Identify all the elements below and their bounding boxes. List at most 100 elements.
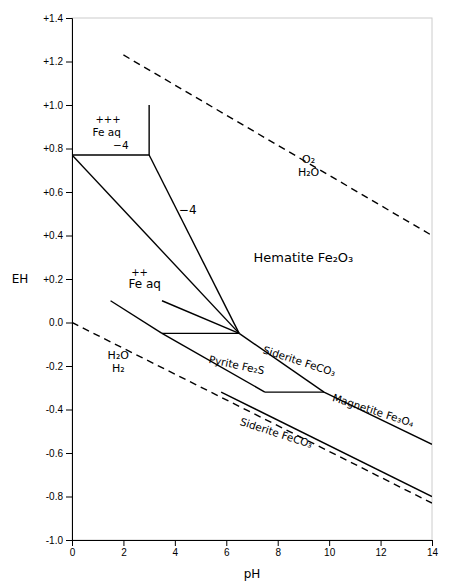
- y-tick: +0.2: [43, 274, 72, 285]
- boundary-line: [324, 392, 432, 444]
- annotation: O₂H₂O: [298, 153, 320, 179]
- y-tick-mark: [66, 62, 72, 63]
- x-tick: 4: [173, 540, 179, 558]
- boundary-line: [162, 301, 239, 334]
- annotation-line: −4: [113, 139, 129, 151]
- y-tick: -0.8: [46, 491, 72, 502]
- x-tick-label: 0: [70, 547, 76, 558]
- annotation-line: Siderite FeCO₃: [239, 415, 315, 450]
- y-tick-mark: [66, 453, 72, 454]
- y-tick-label: -0.6: [46, 448, 64, 459]
- x-tick-mark: [381, 540, 382, 546]
- annotation: −4: [113, 139, 129, 151]
- x-tick: 8: [275, 540, 281, 558]
- x-tick-mark: [175, 540, 176, 546]
- annotation: H₂OH₂: [108, 349, 130, 375]
- y-tick-label: +1.0: [43, 100, 63, 111]
- boundary-line: [72, 154, 149, 155]
- y-tick-mark: [66, 236, 72, 237]
- annotation: +++: [95, 114, 120, 125]
- y-tick-label: +0.2: [43, 274, 63, 285]
- water-line: [123, 55, 432, 236]
- y-tick: -0.4: [46, 404, 72, 415]
- y-tick-label: -1.0: [46, 535, 64, 546]
- annotation-line: Magnetite Fe₃O₄: [331, 391, 415, 429]
- y-tick-label: +1.2: [43, 56, 63, 67]
- boundary-line: [221, 392, 432, 496]
- y-tick-label: 0.0: [49, 317, 63, 328]
- x-tick: 10: [324, 540, 336, 558]
- annotation-line: O₂: [302, 153, 315, 166]
- y-axis-title: EH: [12, 272, 29, 286]
- annotation: Pyrite Fe₂S: [208, 353, 266, 377]
- y-tick: -1.0: [46, 535, 72, 546]
- boundary-line: [149, 155, 239, 333]
- y-tick-label: +0.6: [43, 187, 63, 198]
- annotation-line: −4: [179, 203, 197, 217]
- y-tick-mark: [66, 192, 72, 193]
- x-tick-label: 8: [275, 547, 281, 558]
- boundary-line: [111, 301, 162, 334]
- y-tick: -0.2: [46, 361, 72, 372]
- annotation-line: Hematite Fe₂O₃: [254, 250, 354, 265]
- x-axis: 0 2 4 6 8 10 12 14: [70, 540, 439, 558]
- y-axis: -1.0 -0.8 -0.6 -0.4 -0.2 0.0 +0.2 +0.4 +0.6 +0.8 +…: [43, 13, 72, 546]
- annotation-line: Siderite FeCO₃: [262, 343, 338, 378]
- annotation-line: H₂: [112, 362, 125, 375]
- y-tick: -0.6: [46, 448, 72, 459]
- y-tick: +0.4: [43, 230, 72, 241]
- y-tick: +1.0: [43, 100, 72, 111]
- annotation-line: H₂O: [108, 349, 130, 362]
- annotation: Siderite FeCO₃: [262, 343, 338, 378]
- annotation-line: Pyrite Fe₂S: [208, 353, 266, 377]
- annotation-line: Fe aq: [93, 126, 121, 138]
- y-tick: +0.6: [43, 187, 72, 198]
- y-tick: +1.2: [43, 56, 72, 67]
- y-tick-mark: [66, 410, 72, 411]
- x-tick-label: 6: [224, 547, 230, 558]
- x-tick-mark: [329, 540, 330, 546]
- x-tick-label: 2: [121, 547, 127, 558]
- annotation: Fe aq: [129, 277, 161, 291]
- annotation-line: H₂O: [298, 166, 320, 179]
- y-tick-mark: [66, 540, 72, 541]
- y-tick: +1.4: [43, 13, 72, 24]
- annotation: Hematite Fe₂O₃: [254, 250, 354, 265]
- x-tick: 12: [376, 540, 388, 558]
- x-axis-title: pH: [244, 567, 261, 581]
- x-tick-label: 10: [324, 547, 336, 558]
- y-tick-mark: [66, 149, 72, 150]
- x-tick: 6: [224, 540, 230, 558]
- y-tick-mark: [66, 18, 72, 19]
- y-tick-mark: [66, 279, 72, 280]
- y-tick-label: +0.4: [43, 230, 63, 241]
- y-axis-line: [66, 19, 73, 541]
- y-tick-mark: [66, 323, 72, 324]
- y-tick-label: +0.8: [43, 143, 63, 154]
- annotation-line: +++: [95, 114, 120, 125]
- annotations: O₂H₂OH₂OH₂+++Fe aq−4−4++Fe aqHematite Fe…: [93, 114, 416, 450]
- x-tick-mark: [432, 540, 433, 546]
- x-tick-label: 14: [427, 547, 439, 558]
- water-line: [72, 323, 432, 504]
- boundary-line: [72, 155, 239, 333]
- annotation: Magnetite Fe₃O₄: [331, 391, 415, 429]
- x-tick-label: 12: [376, 547, 388, 558]
- x-tick-mark: [226, 540, 227, 546]
- x-tick: 2: [121, 540, 127, 558]
- y-tick: +0.8: [43, 143, 72, 154]
- y-tick-label: -0.2: [46, 361, 64, 372]
- y-tick-label: +1.4: [43, 13, 63, 24]
- x-tick-mark: [278, 540, 279, 546]
- x-axis-line: [73, 541, 433, 547]
- plot: 0 2 4 6 8 10 12 14 -1.0 -0.8 -0.6 -0.4 -0.2 0.0 +0.2 +0…: [12, 13, 439, 581]
- boundary-line: [148, 105, 149, 155]
- plot-frame: [72, 18, 432, 540]
- annotation: Fe aq: [93, 126, 121, 138]
- boundary-line: [162, 333, 239, 334]
- lines: [72, 55, 432, 503]
- y-tick-mark: [66, 497, 72, 498]
- annotation: −4: [179, 203, 197, 217]
- annotation-line: Fe aq: [129, 277, 161, 291]
- y-tick-label: -0.8: [46, 491, 64, 502]
